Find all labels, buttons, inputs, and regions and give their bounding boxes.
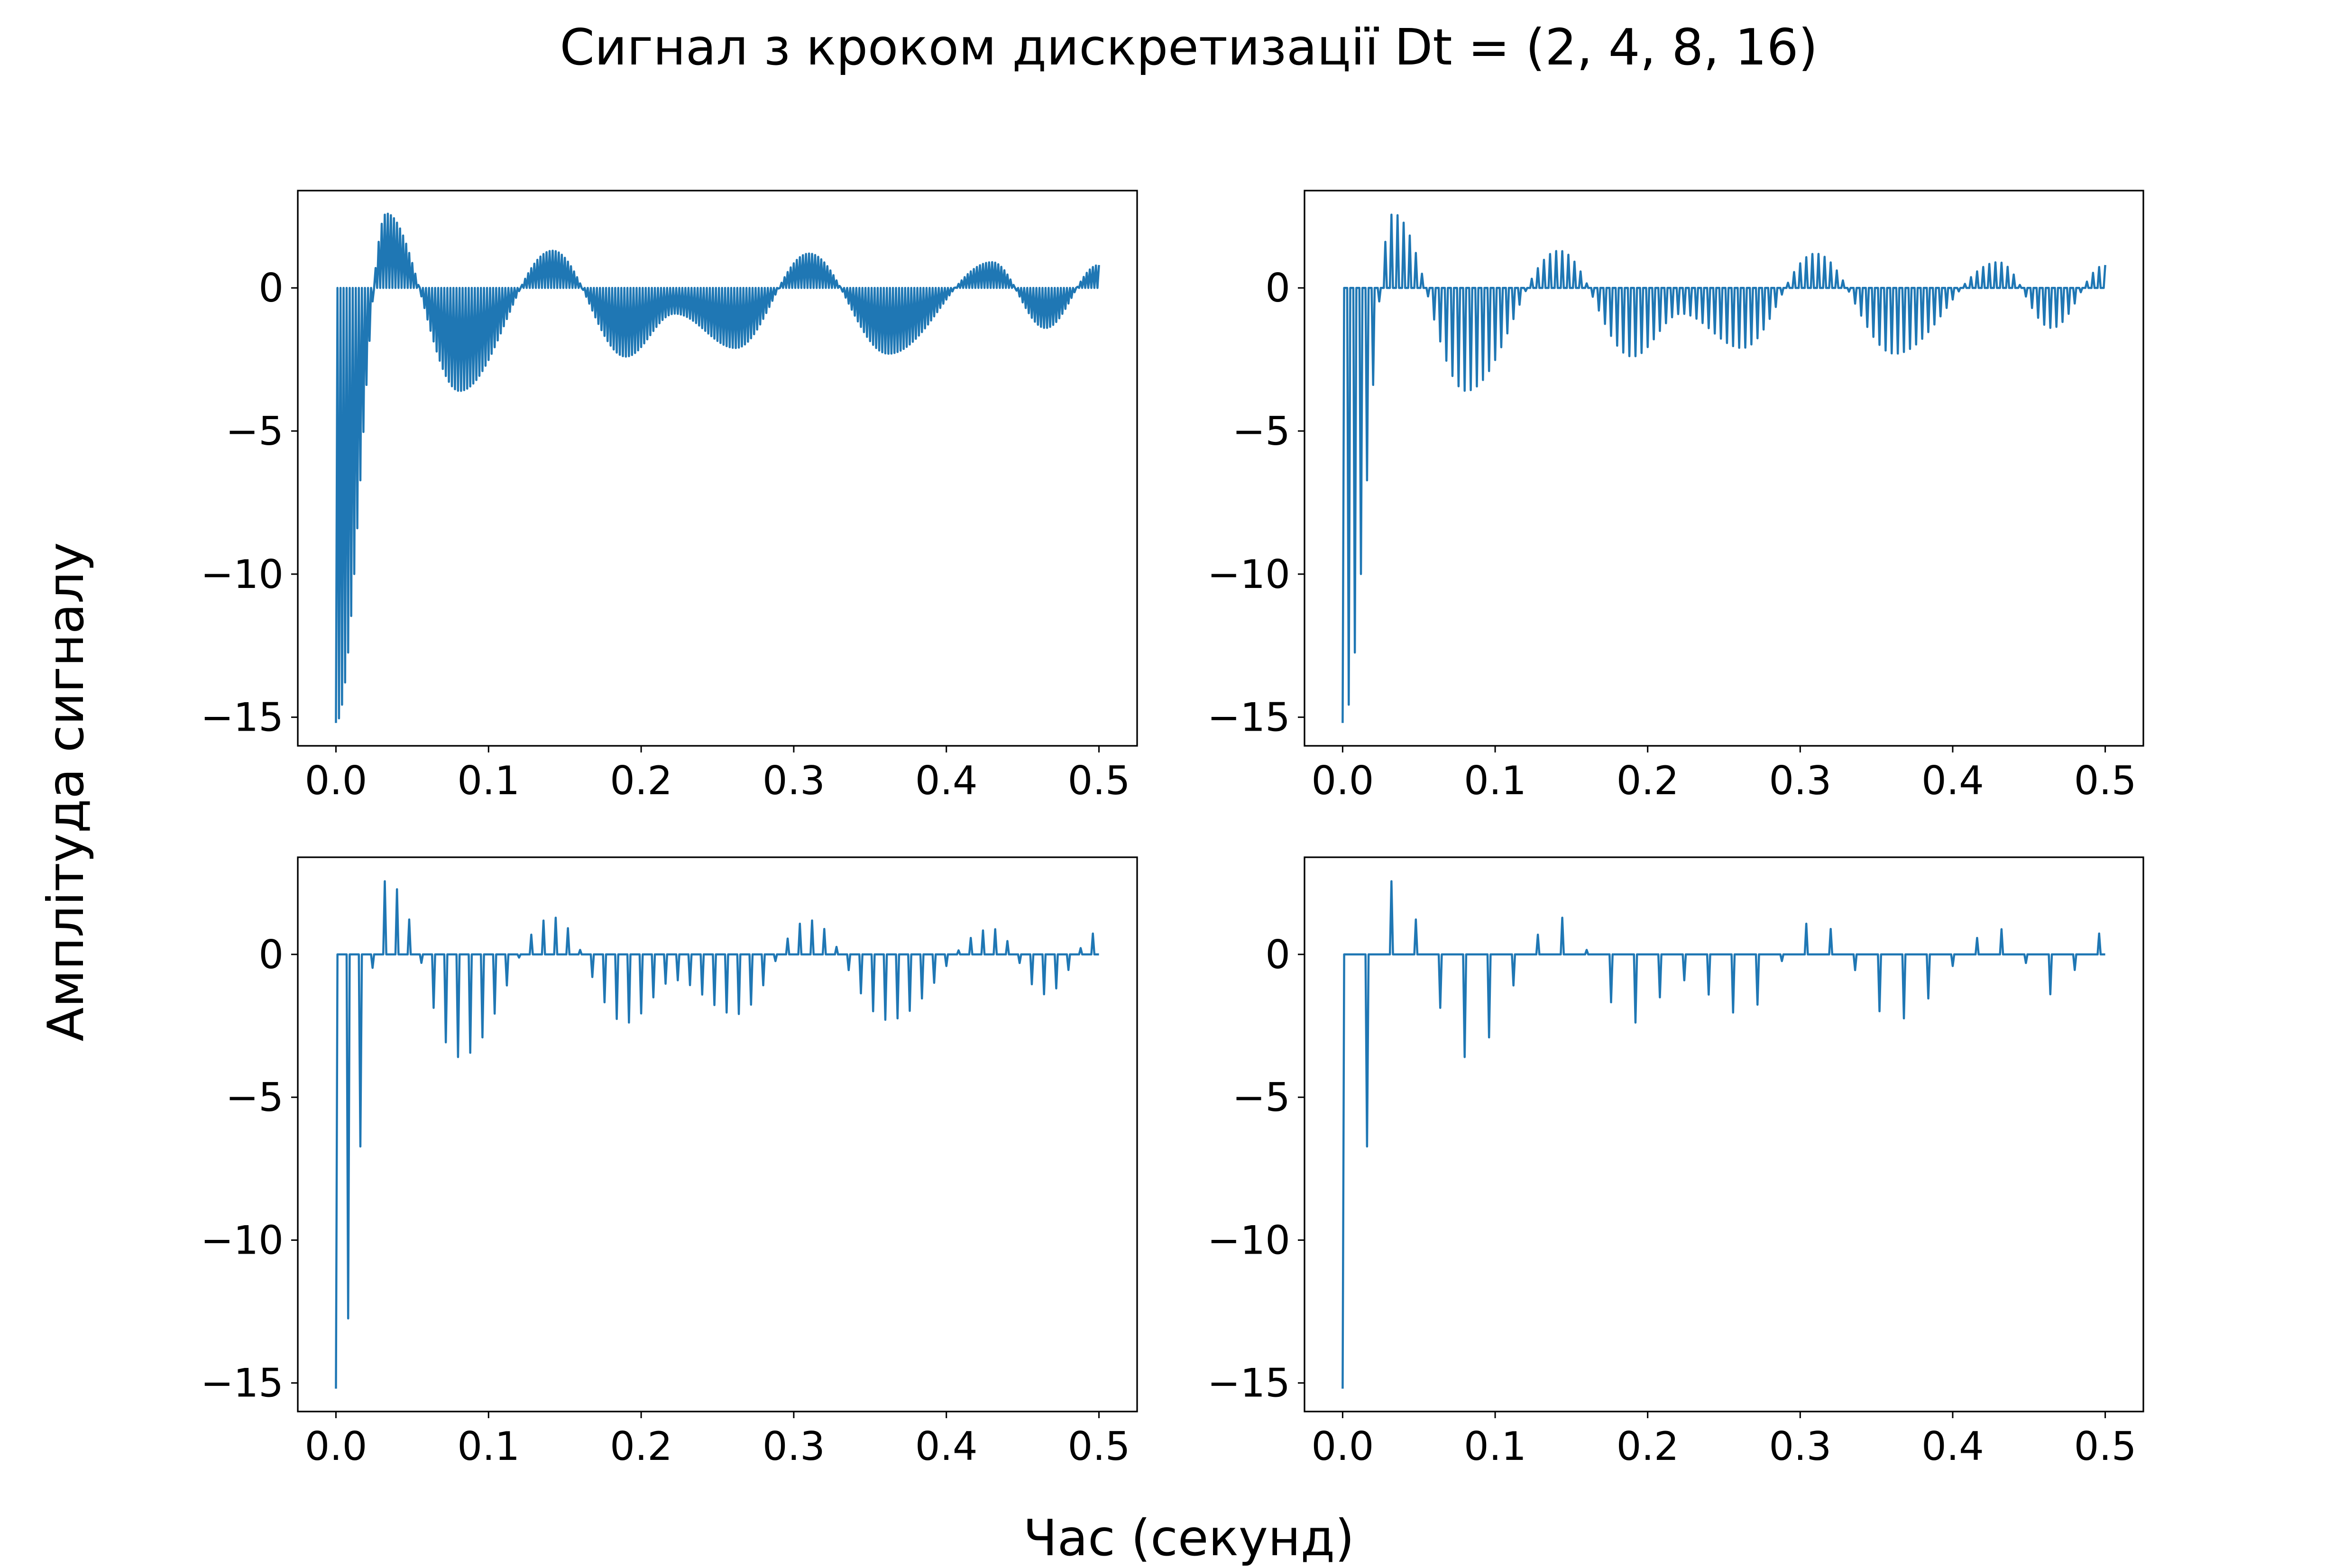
subplot-top-left: 0.0 0.1 0.2 0.3 0.4 0.5 0 −5 −10 −15	[201, 190, 1138, 804]
y-axis-label: Амплітуда сигналу	[37, 542, 95, 1042]
x-tick-label: 0.4	[1921, 1423, 1984, 1469]
x-tick-label: 0.5	[2074, 1423, 2137, 1469]
y-tick-label: −5	[226, 408, 284, 454]
y-tick-label: −5	[226, 1074, 284, 1120]
x-tick-label: 0.2	[1617, 1423, 1679, 1469]
y-tick-label: −10	[1207, 551, 1290, 597]
signal-line-dt-16	[1341, 880, 2105, 1389]
x-tick-label: 0.1	[457, 1423, 520, 1469]
y-tick-label: 0	[258, 265, 284, 311]
x-axis-label: Час (секунд)	[1023, 1509, 1355, 1567]
x-tick-label: 0.1	[457, 758, 520, 804]
y-tick-label: −15	[1207, 1360, 1290, 1406]
x-tick-label: 0.1	[1464, 758, 1526, 804]
y-tick-label: 0	[258, 932, 284, 978]
axes-frame	[297, 856, 1138, 1412]
signal-line-dt-2	[335, 212, 1100, 723]
subplot-bottom-left: 0.0 0.1 0.2 0.3 0.4 0.5 0 −5 −10 −15	[201, 856, 1138, 1469]
x-tick-label: 0.4	[915, 758, 978, 804]
figure-title: Сигнал з кроком дискретизації Dt = (2, 4…	[560, 18, 1818, 76]
x-tick-label: 0.2	[1617, 758, 1679, 804]
signal-line-dt-8	[335, 880, 1099, 1389]
y-tick-label: 0	[1265, 265, 1290, 311]
y-tick-label: −5	[1232, 408, 1290, 454]
y-tick-label: 0	[1265, 932, 1290, 978]
axes-frame	[1304, 856, 2144, 1412]
x-tick-label: 0.5	[1068, 1423, 1130, 1469]
x-tick-label: 0.5	[2074, 758, 2137, 804]
x-tick-label: 0.0	[1311, 758, 1374, 804]
signal-line-dt-4	[1341, 213, 2106, 723]
y-tick-label: −15	[201, 695, 284, 741]
y-tick-label: −5	[1232, 1074, 1290, 1120]
x-tick-label: 0.3	[763, 1423, 825, 1469]
x-tick-label: 0.2	[610, 1423, 672, 1469]
x-tick-label: 0.1	[1464, 1423, 1526, 1469]
axes-frame	[1304, 190, 2144, 747]
x-tick-label: 0.5	[1068, 758, 1130, 804]
y-tick-label: −10	[201, 551, 284, 597]
y-tick-label: −10	[1207, 1217, 1290, 1263]
x-tick-label: 0.2	[610, 758, 672, 804]
x-tick-label: 0.4	[1921, 758, 1984, 804]
x-tick-label: 0.0	[304, 758, 367, 804]
subplot-top-right: 0.0 0.1 0.2 0.3 0.4 0.5 0 −5 −10 −15	[1207, 190, 2144, 804]
subplot-bottom-right: 0.0 0.1 0.2 0.3 0.4 0.5 0 −5 −10 −15	[1207, 856, 2144, 1469]
x-tick-label: 0.3	[763, 758, 825, 804]
subplots: 0.0 0.1 0.2 0.3 0.4 0.50−5−10−150.0 0.1 0.2 0.3 0…	[201, 190, 2144, 1469]
x-tick-label: 0.3	[1769, 1423, 1831, 1469]
axes-frame	[297, 190, 1138, 747]
x-tick-label: 0.0	[304, 1423, 367, 1469]
y-tick-label: −15	[1207, 695, 1290, 741]
x-tick-label: 0.3	[1769, 758, 1831, 804]
x-tick-label: 0.4	[915, 1423, 978, 1469]
y-tick-label: −15	[201, 1360, 284, 1406]
x-tick-label: 0.0	[1311, 1423, 1374, 1469]
y-tick-label: −10	[201, 1217, 284, 1263]
